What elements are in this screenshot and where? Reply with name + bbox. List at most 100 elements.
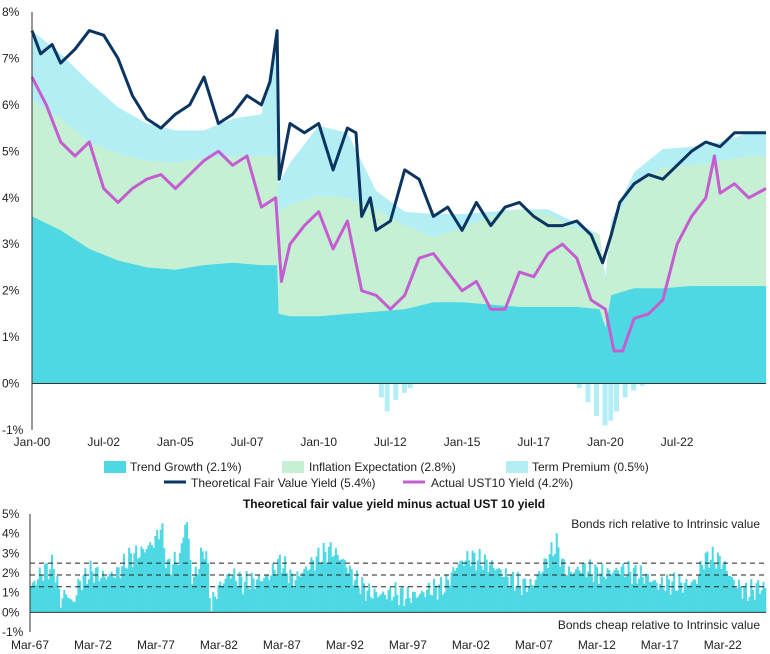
gap-bar (153, 548, 155, 613)
gap-bar (284, 556, 286, 612)
gap-bar (137, 559, 139, 613)
gap-bar (466, 551, 468, 612)
gap-bar (175, 563, 177, 613)
gap-bar (675, 590, 677, 612)
legend-label-fair-value: Theoretical Fair Value Yield (5.4%) (191, 476, 376, 490)
gap-bar (668, 579, 670, 612)
gap-bar (459, 561, 461, 613)
bottom-x-tick-label: Mar-67 (11, 638, 49, 652)
gap-bar (643, 584, 645, 613)
gap-bar (193, 577, 195, 613)
gap-bar (435, 586, 437, 613)
bottom-x-tick-label: Mar-92 (326, 638, 364, 652)
gap-bar (189, 560, 191, 612)
term-premium-negative-bar (577, 384, 582, 389)
gap-bar (275, 576, 277, 612)
gap-bar (508, 588, 510, 613)
gap-bar (531, 585, 533, 612)
gap-bar (428, 583, 430, 613)
gap-bar (55, 583, 57, 613)
gap-bar (319, 564, 321, 612)
gap-bar (291, 573, 293, 612)
gap-bar (631, 584, 633, 612)
gap-bar (39, 568, 41, 613)
gap-bar (387, 590, 389, 612)
gap-bar (140, 547, 142, 613)
gap-bar (188, 539, 190, 613)
gap-bar (216, 599, 218, 612)
gap-bar (98, 581, 100, 612)
gap-bar (561, 559, 563, 613)
gap-bar (515, 587, 517, 613)
gap-bar (81, 590, 83, 612)
top-x-tick-label: Jan-10 (300, 435, 337, 449)
gap-bar (521, 595, 523, 612)
gap-bar (326, 563, 328, 613)
term-premium-negative-bar (379, 384, 384, 398)
gap-bar (389, 587, 391, 612)
gap-bar (635, 565, 637, 612)
gap-bar (489, 565, 491, 613)
gap-bar (74, 602, 76, 613)
gap-bar (431, 595, 433, 612)
annotation-bonds-cheap: Bonds cheap relative to Intrinsic value (558, 618, 760, 632)
gap-bar (624, 577, 626, 612)
gap-bar (391, 601, 393, 613)
gap-bar (670, 595, 672, 613)
gap-bar (170, 575, 172, 613)
gap-bar (473, 553, 475, 613)
gap-bar (270, 575, 272, 612)
gap-bar (240, 577, 242, 613)
gap-bar (540, 574, 542, 613)
gap-bar (352, 585, 354, 612)
gap-bar (48, 579, 50, 612)
gap-bar (235, 581, 237, 612)
gap-bar (146, 549, 148, 612)
gap-bar (640, 565, 642, 612)
gap-bar (673, 573, 675, 613)
gap-bar (600, 573, 602, 612)
gap-bar (207, 563, 209, 612)
gap-bar (163, 548, 165, 612)
gap-bar (172, 564, 174, 612)
gap-bar (368, 584, 370, 613)
gap-bar (743, 587, 745, 612)
gap-bar (591, 575, 593, 613)
gap-bar (587, 571, 589, 612)
gap-bar (400, 588, 402, 612)
gap-bar (242, 594, 244, 612)
gap-bar (645, 574, 647, 613)
gap-bar (713, 563, 715, 613)
gap-bar (133, 553, 135, 612)
gap-bar (684, 583, 686, 612)
bottom-x-tick-label: Mar-12 (578, 638, 616, 652)
gap-bar (161, 523, 163, 612)
gap-bar (151, 545, 153, 612)
bottom-y-tick-label: 4% (2, 527, 20, 541)
gap-bar (393, 597, 395, 613)
gap-bar (568, 567, 570, 613)
gap-bar (142, 549, 144, 612)
gap-bar (577, 567, 579, 613)
gap-bar (442, 595, 444, 613)
gap-bar (552, 556, 554, 612)
top-y-tick-label: 8% (2, 5, 20, 19)
gap-bar (289, 570, 291, 613)
gap-bar (654, 580, 656, 613)
gap-bar (128, 548, 130, 612)
gap-bar (60, 608, 62, 613)
gap-bar (657, 590, 659, 613)
gap-bar (225, 579, 227, 613)
gap-bar (405, 599, 407, 612)
gap-bar (638, 579, 640, 613)
gap-bar (503, 577, 505, 612)
gap-bar (586, 577, 588, 612)
gap-bar (177, 565, 179, 612)
gap-bar (88, 579, 90, 612)
gap-bar (268, 580, 270, 612)
gap-bar (666, 575, 668, 613)
gap-bar (612, 573, 614, 612)
gap-bar (496, 569, 498, 613)
gap-bar (214, 597, 216, 613)
top-y-tick-label: 0% (2, 377, 20, 391)
